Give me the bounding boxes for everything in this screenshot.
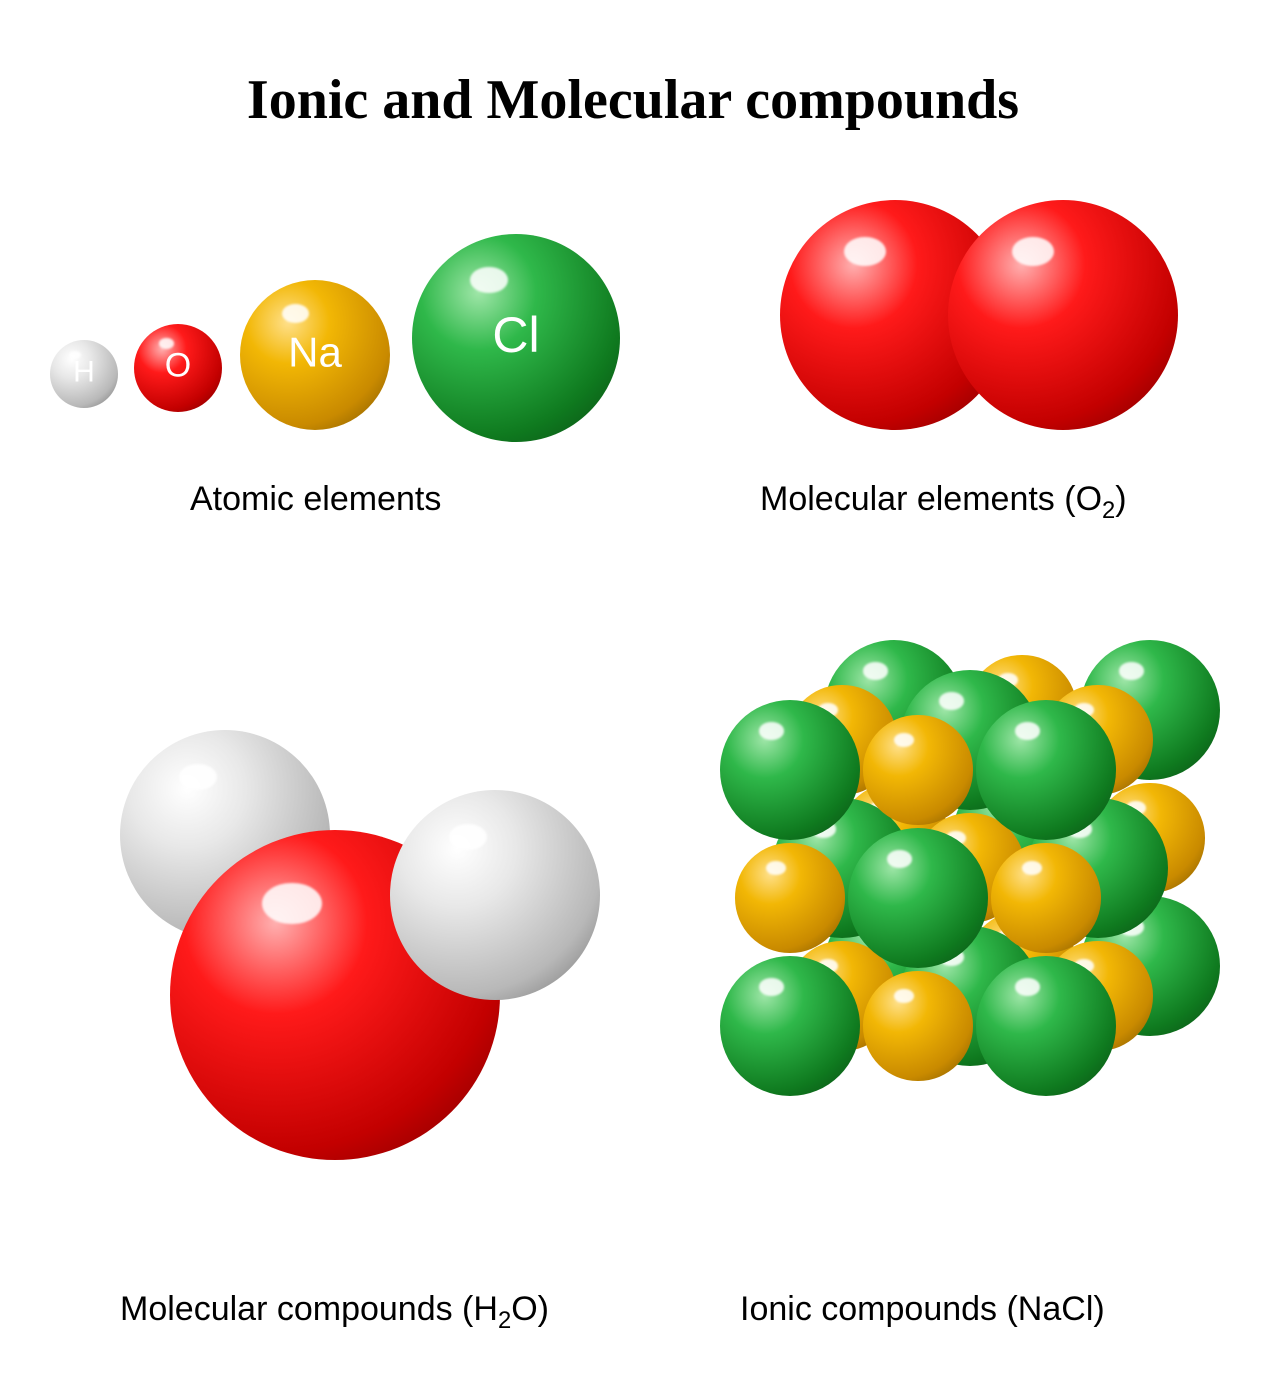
atom-cl [976,956,1116,1096]
atom-na [863,971,972,1080]
caption-molecular-compounds: Molecular compounds (H2O) [120,1290,549,1335]
page-title: Ionic and Molecular compounds [0,68,1266,132]
atom-cl [848,828,988,968]
atom-label: Na [288,329,342,377]
panel-molecular-elements [760,190,1200,450]
atom-na [991,843,1100,952]
panel-molecular-compounds [110,720,590,1200]
atom-na [735,843,844,952]
atom-label: H [73,355,95,389]
panel-ionic-compounds [680,680,1220,1220]
atom-h: H [50,340,118,408]
caption-ionic-compounds: Ionic compounds (NaCl) [740,1290,1105,1329]
panel-atomic-elements: H O Na Cl [30,220,650,460]
atom-cl [720,700,860,840]
caption-molecular-elements: Molecular elements (O2) [760,480,1127,525]
atom-o [948,200,1178,430]
caption-atomic-elements: Atomic elements [190,480,441,519]
atom-label: Cl [492,306,539,364]
caption-molecular-elements-sub: 2 [1102,497,1115,524]
atom-cl [720,956,860,1096]
caption-molecular-compounds-tail: O) [511,1290,549,1328]
caption-molecular-elements-tail: ) [1115,480,1126,518]
caption-molecular-compounds-text: Molecular compounds (H [120,1290,498,1328]
atom-na [863,715,972,824]
atom-label: O [165,347,191,386]
atom-cl [976,700,1116,840]
atom-na: Na [240,280,390,430]
caption-molecular-compounds-sub: 2 [498,1307,511,1334]
atom-o: O [134,324,222,412]
atom-cl: Cl [412,234,620,442]
caption-molecular-elements-text: Molecular elements (O [760,480,1102,518]
atom-h [390,790,600,1000]
